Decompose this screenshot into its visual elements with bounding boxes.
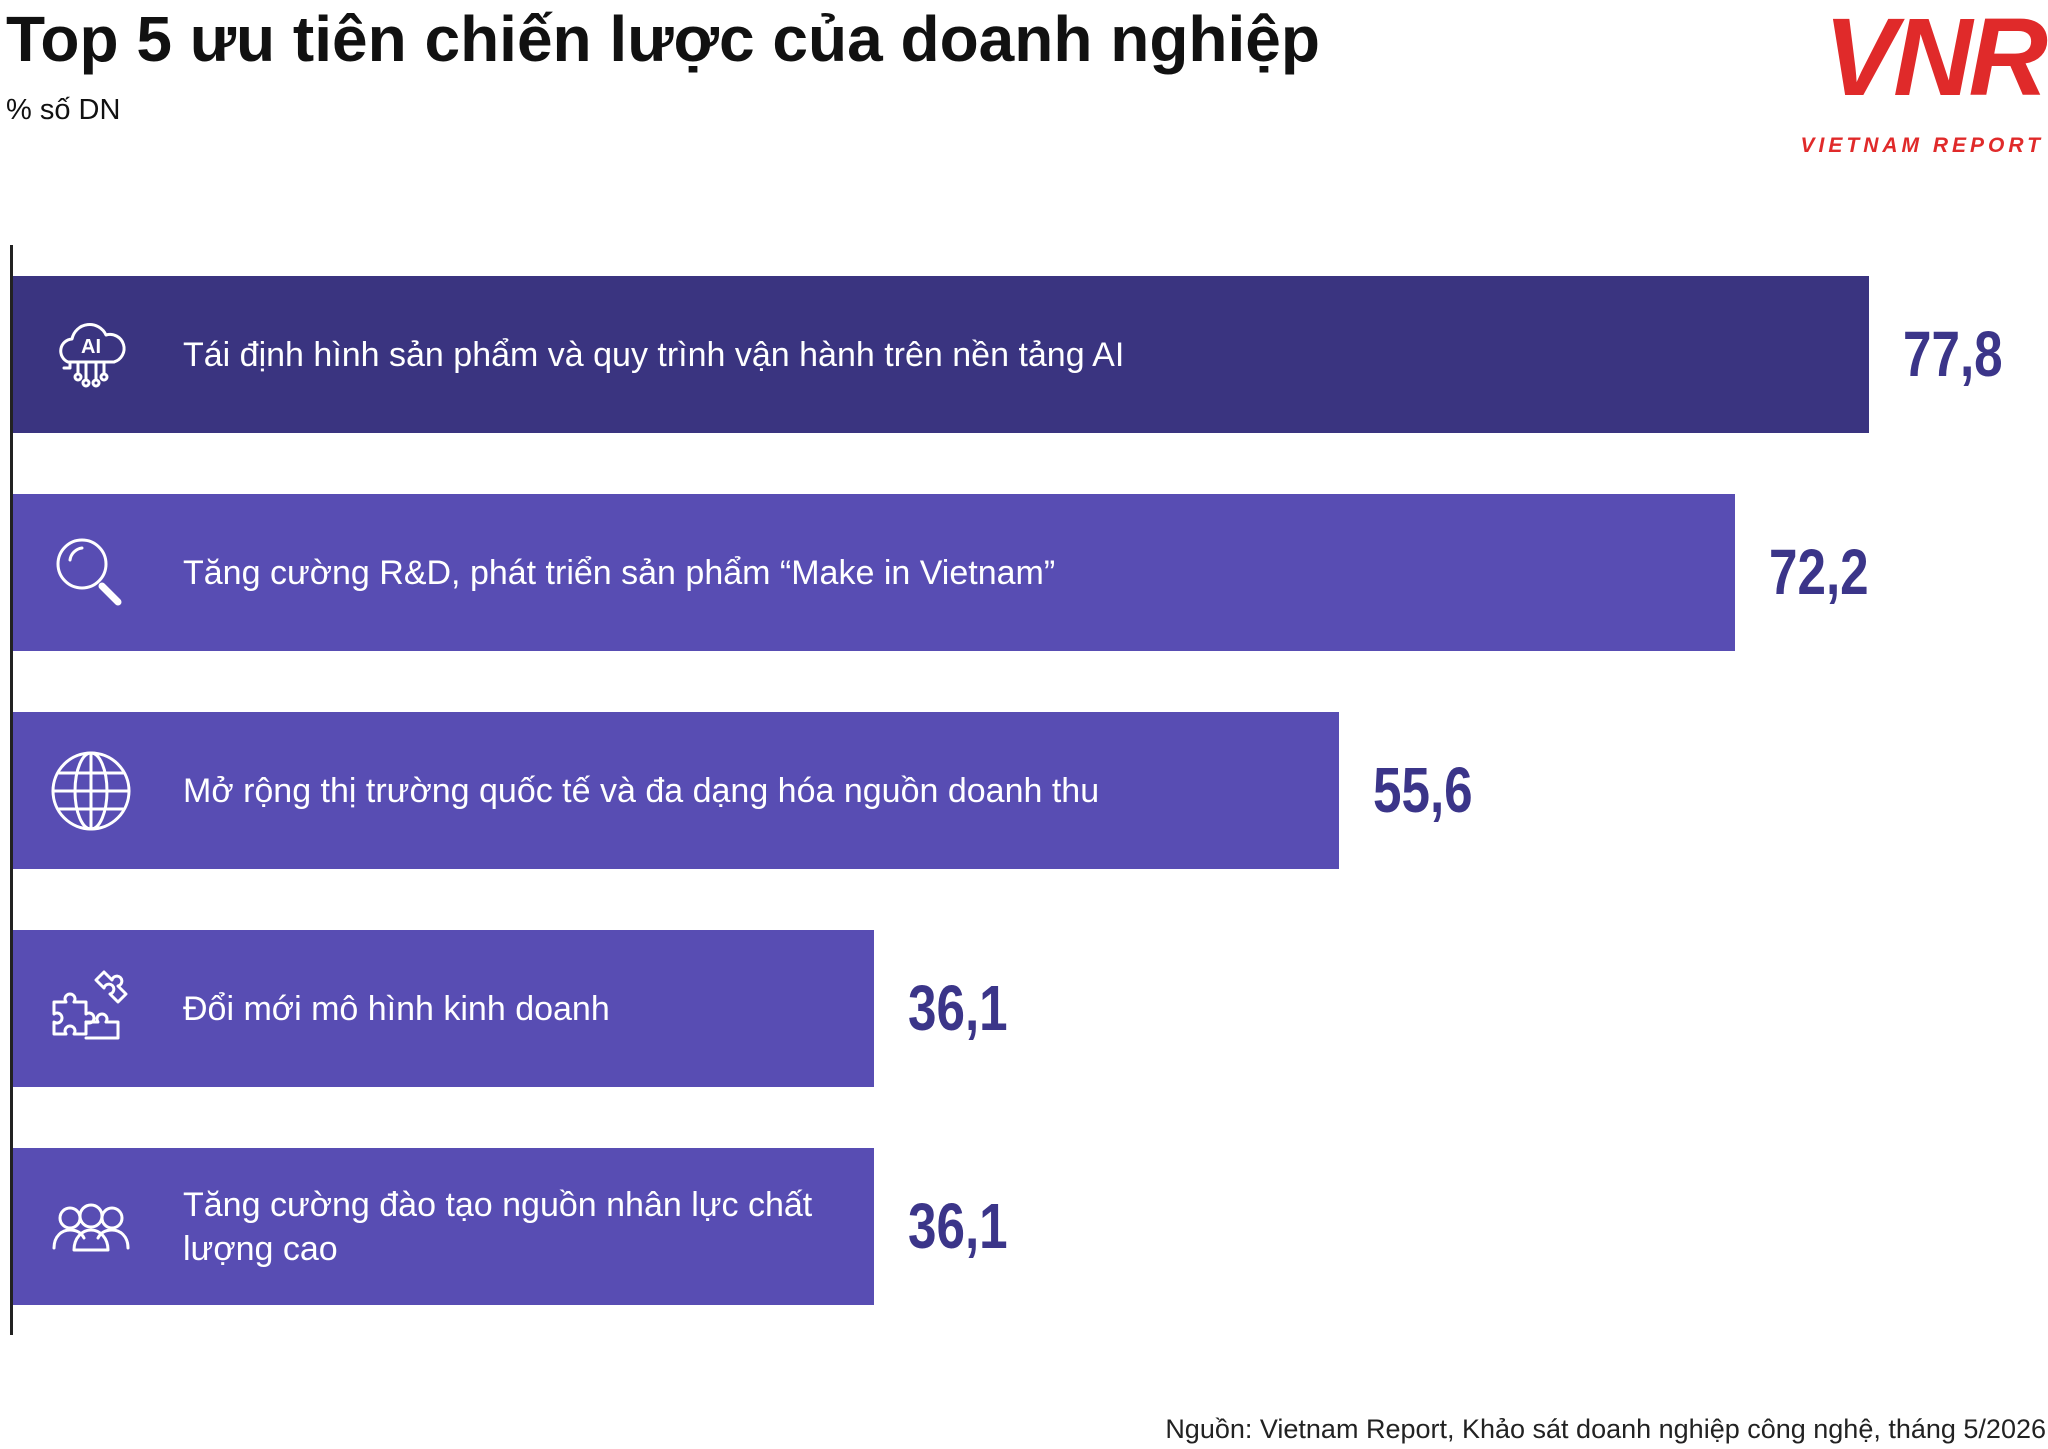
icon bbox=[48, 530, 134, 616]
bar bbox=[13, 1148, 875, 1305]
source-note: Nguồn: Vietnam Report, Khảo sát doanh ng… bbox=[1165, 1414, 2046, 1444]
bar bbox=[13, 930, 875, 1087]
axis-line bbox=[10, 245, 13, 1335]
bar bbox=[13, 494, 1736, 651]
category-label: Tăng cường R&D, phát triển sản phẩm “Mak… bbox=[183, 553, 1056, 592]
category-label: Mở rộng thị trường quốc tế và đa dạng hó… bbox=[183, 771, 1100, 810]
value-label: 55,6 bbox=[1373, 754, 1474, 826]
chart-subtitle: % số DN bbox=[6, 94, 121, 126]
value-label: 72,2 bbox=[1769, 536, 1870, 608]
logo-mark: VNR bbox=[1823, 0, 2048, 119]
category-label: Tái định hình sản phẩm và quy trình vận … bbox=[183, 335, 1125, 374]
bar bbox=[13, 712, 1340, 869]
icon bbox=[48, 1184, 134, 1270]
value-label: 36,1 bbox=[908, 972, 1008, 1044]
category-label: Tăng cường đào tạo nguồn nhân lực chất l… bbox=[183, 1185, 813, 1268]
chart-title: Top 5 ưu tiên chiến lược của doanh nghiệ… bbox=[6, 3, 1320, 75]
icon bbox=[48, 966, 134, 1052]
bar bbox=[13, 276, 1869, 433]
logo-text: VIETNAM REPORT bbox=[1800, 134, 2044, 157]
value-label: 36,1 bbox=[908, 1190, 1008, 1262]
icon-text: AI bbox=[81, 336, 101, 358]
category-label: Đổi mới mô hình kinh doanh bbox=[183, 989, 610, 1028]
icon: AI bbox=[48, 312, 134, 398]
value-label: 77,8 bbox=[1903, 318, 2003, 390]
icon bbox=[48, 748, 134, 834]
